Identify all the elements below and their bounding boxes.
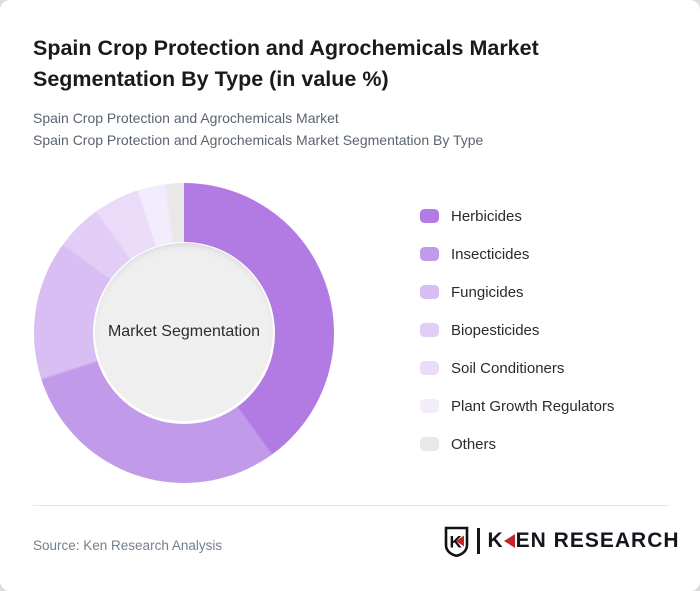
- logo-text-rest: EN RESEARCH: [515, 529, 680, 552]
- donut-chart[interactable]: Market Segmentation: [34, 183, 334, 483]
- logo-text-k: K: [487, 529, 504, 552]
- legend-item[interactable]: Soil Conditioners: [420, 359, 614, 377]
- legend-label: Plant Growth Regulators: [451, 397, 615, 415]
- donut-hole: Market Segmentation: [95, 243, 273, 421]
- legend-item[interactable]: Fungicides: [420, 283, 614, 301]
- shield-accent-triangle: [456, 535, 464, 546]
- shield-letter: K: [450, 532, 463, 551]
- subtitle-line-2: Spain Crop Protection and Agrochemicals …: [33, 132, 484, 148]
- legend: Herbicides Insecticides Fungicides Biope…: [420, 207, 614, 473]
- donut-center-label: Market Segmentation: [107, 323, 261, 340]
- subtitle-line-1: Spain Crop Protection and Agrochemicals …: [33, 110, 339, 126]
- ken-research-shield-icon: K: [444, 526, 469, 557]
- chart-subtitles: Spain Crop Protection and Agrochemicals …: [33, 107, 673, 151]
- legend-item[interactable]: Plant Growth Regulators: [420, 397, 614, 415]
- legend-item[interactable]: Others: [420, 435, 614, 453]
- legend-swatch: [420, 399, 439, 413]
- legend-label: Others: [451, 435, 497, 453]
- legend-label: Biopesticides: [451, 321, 540, 339]
- legend-swatch: [420, 323, 439, 337]
- legend-label: Soil Conditioners: [451, 359, 565, 377]
- legend-swatch: [420, 209, 439, 223]
- legend-swatch: [420, 437, 439, 451]
- legend-label: Fungicides: [451, 283, 524, 301]
- legend-swatch: [420, 361, 439, 375]
- logo-triangle-icon: [503, 534, 515, 548]
- legend-item[interactable]: Insecticides: [420, 245, 614, 263]
- legend-label: Herbicides: [451, 207, 522, 225]
- footer-divider: [33, 505, 669, 506]
- legend-item[interactable]: Herbicides: [420, 207, 614, 225]
- legend-item[interactable]: Biopesticides: [420, 321, 614, 339]
- source-text: Source: Ken Research Analysis: [33, 538, 223, 553]
- chart-title: Spain Crop Protection and Agrochemicals …: [33, 36, 539, 91]
- ken-research-logo: K K EN RESEARCH: [444, 525, 680, 557]
- logo-wordmark: K EN RESEARCH: [488, 529, 680, 553]
- legend-swatch: [420, 285, 439, 299]
- legend-swatch: [420, 247, 439, 261]
- logo-divider-bar: [477, 528, 480, 554]
- legend-label: Insecticides: [451, 245, 530, 263]
